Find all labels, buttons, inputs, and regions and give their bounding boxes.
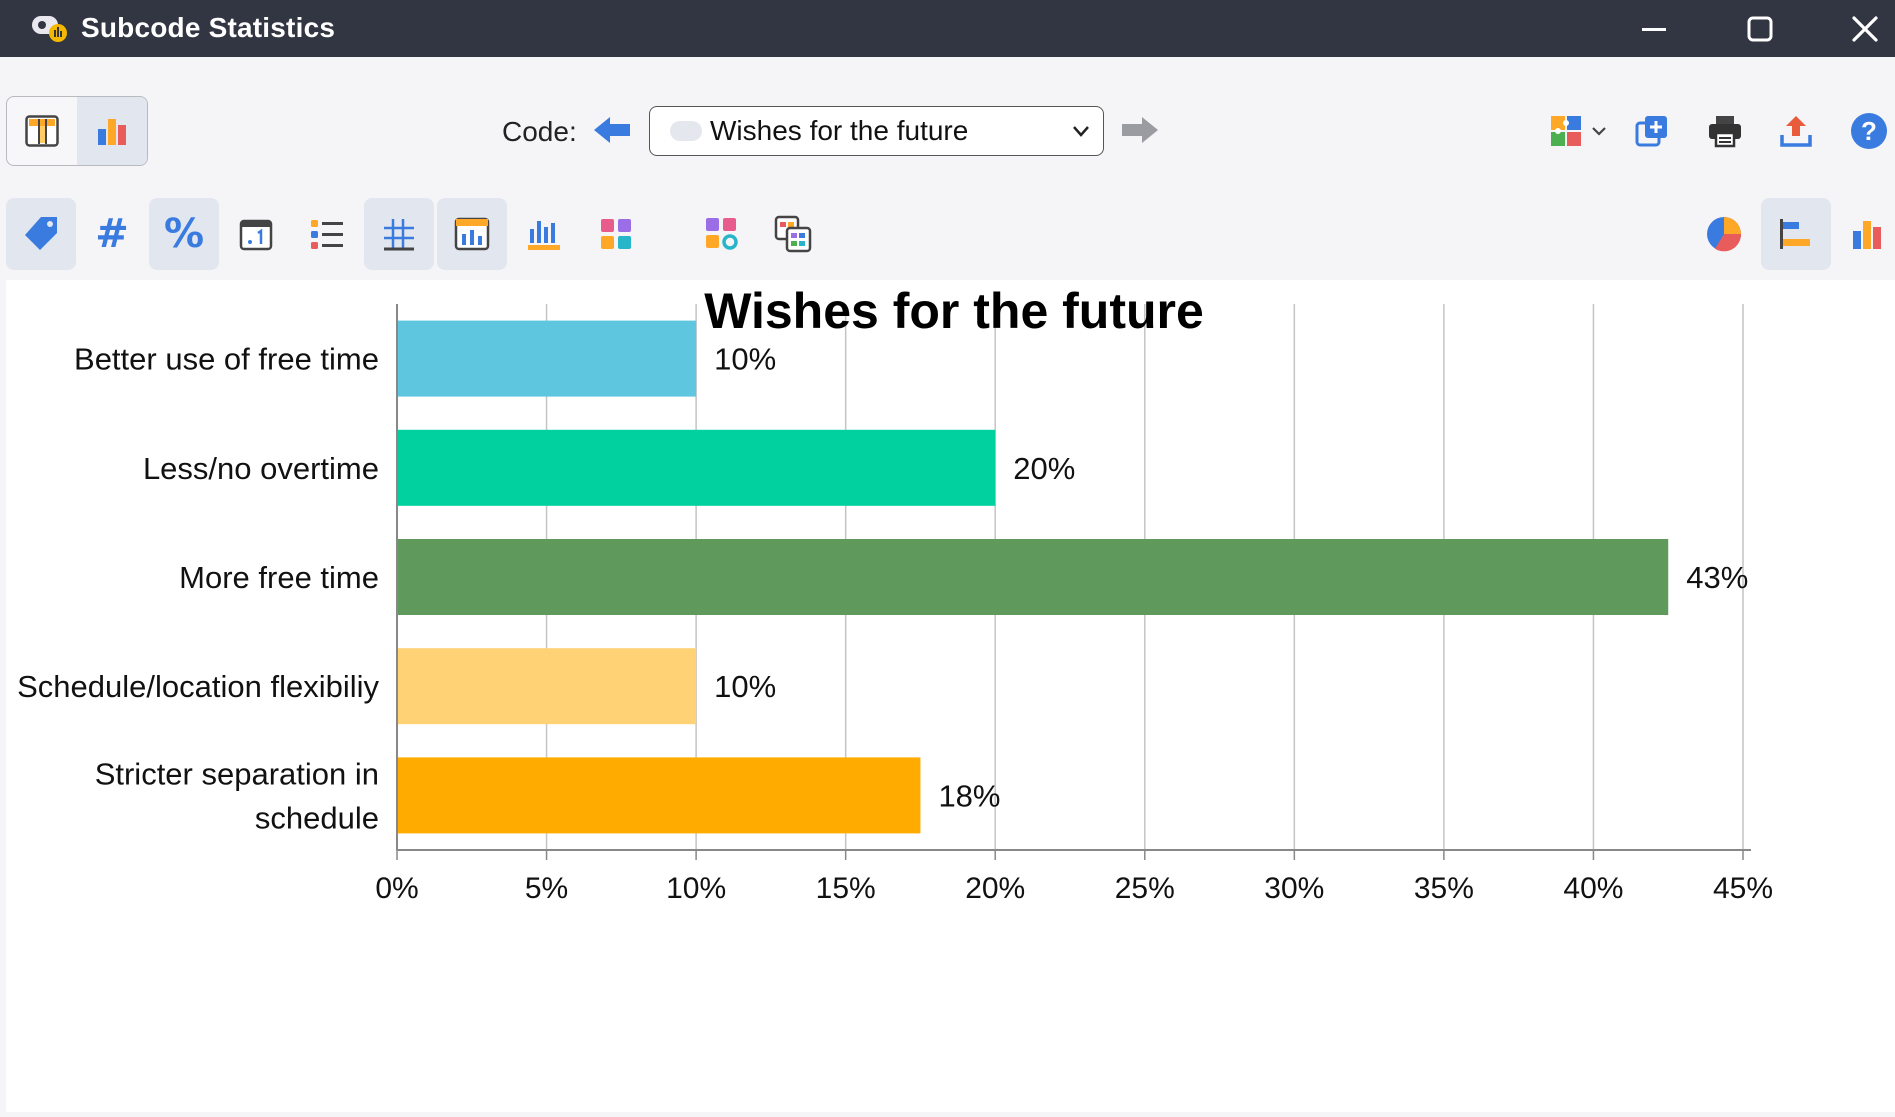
close-button[interactable]: [1825, 0, 1895, 57]
compare-windows-icon: [774, 215, 812, 253]
hash-icon: #: [95, 211, 129, 257]
previous-code-button[interactable]: [590, 112, 634, 148]
printer-icon: [1709, 116, 1741, 148]
bar-chart-view-icon: [98, 119, 126, 145]
subcode-statistics-app-icon: [32, 16, 67, 42]
category-label: Schedule/location flexibiliy: [17, 669, 379, 704]
tiles-settings-icon: [706, 218, 738, 250]
x-tick-label: 20%: [965, 872, 1025, 905]
maximize-button[interactable]: [1720, 0, 1800, 57]
table-view-icon: [25, 115, 59, 147]
help-button[interactable]: ?: [1847, 106, 1891, 156]
chart-title: Wishes for the future: [704, 283, 1204, 339]
x-tick-label: 15%: [816, 872, 876, 905]
pie-chart-icon: [1707, 217, 1742, 252]
decimal-icon: [239, 219, 273, 251]
category-label: Less/no overtime: [143, 451, 379, 486]
window-title: Subcode Statistics: [81, 12, 336, 43]
list-button[interactable]: [292, 198, 362, 270]
next-code-button[interactable]: [1118, 112, 1162, 148]
bar-value-label: 18%: [938, 778, 1000, 813]
category-label: Better use of free time: [74, 342, 379, 377]
bar-value-label: 20%: [1013, 451, 1075, 486]
maximize-icon: [1747, 16, 1773, 41]
compare-button[interactable]: [758, 198, 828, 270]
bar[interactable]: [398, 757, 921, 834]
minimize-icon: [1642, 27, 1666, 31]
bar-value-label: 43%: [1686, 560, 1748, 595]
tag-icon: [25, 217, 57, 250]
bar-chart-axis-icon: [528, 221, 560, 250]
add-window-button[interactable]: [1630, 106, 1674, 156]
pie-chart-button[interactable]: [1689, 198, 1759, 270]
arrow-right-icon: [1122, 117, 1158, 143]
export-button[interactable]: [1774, 106, 1818, 156]
column-chart-labels-button[interactable]: [437, 198, 507, 270]
view-toggle: [6, 96, 148, 166]
puzzle-icon: [1551, 116, 1581, 146]
bar[interactable]: [398, 648, 697, 725]
x-tick-label: 25%: [1115, 872, 1175, 905]
x-tick-label: 45%: [1713, 872, 1773, 905]
horizontal-bar-chart-button[interactable]: [1761, 198, 1831, 270]
export-icon: [1780, 116, 1812, 147]
print-button[interactable]: [1703, 106, 1747, 156]
x-tick-label: 10%: [666, 872, 726, 905]
bar-chart-axis-button[interactable]: [509, 198, 579, 270]
chart-panel: 10% 20% 43% 10% 18% Better use of free time L…: [6, 280, 1895, 1112]
help-icon: ?: [1851, 113, 1887, 149]
category-label: schedule: [255, 800, 379, 835]
bar[interactable]: [398, 429, 996, 506]
bar-value-label: 10%: [714, 342, 776, 377]
close-icon: [1852, 15, 1878, 42]
title-bar: Subcode Statistics: [0, 0, 1895, 57]
bar[interactable]: [398, 320, 697, 397]
chevron-down-icon: [1073, 126, 1089, 137]
tiles-icon: [601, 219, 631, 249]
x-tick-label: 30%: [1264, 872, 1324, 905]
list-icon: [311, 220, 343, 249]
vertical-bar-chart-button[interactable]: [1832, 198, 1895, 270]
code-select[interactable]: Wishes for the future: [649, 106, 1104, 156]
x-tick-label: 35%: [1414, 872, 1474, 905]
arrow-left-icon: [594, 117, 630, 143]
puzzle-dropdown-button[interactable]: [1546, 106, 1610, 156]
code-tag-button[interactable]: [6, 198, 76, 270]
bar-chart: 10% 20% 43% 10% 18% Better use of free time L…: [17, 283, 1773, 905]
chart-view-button[interactable]: [77, 97, 147, 165]
tiles-settings-button[interactable]: [687, 198, 757, 270]
decimal-button[interactable]: [221, 198, 291, 270]
tiles-button[interactable]: [581, 198, 651, 270]
vertical-bar-chart-icon: [1853, 221, 1881, 249]
bar[interactable]: [398, 539, 1669, 615]
chevron-down-icon: [1592, 127, 1606, 136]
add-window-icon: [1635, 116, 1667, 147]
code-select-value: Wishes for the future: [710, 115, 969, 146]
category-label: Stricter separation in: [95, 756, 379, 791]
horizontal-bar-chart-icon: [1780, 219, 1810, 249]
table-view-button[interactable]: [7, 97, 77, 165]
svg-text:?: ?: [1861, 116, 1877, 146]
code-label: Code:: [502, 116, 577, 147]
grid-button[interactable]: [364, 198, 434, 270]
bar-value-label: 10%: [714, 669, 776, 704]
percent-icon: %: [163, 211, 205, 257]
x-tick-label: 0%: [375, 872, 418, 905]
frequency-button[interactable]: #: [77, 198, 147, 270]
column-chart-icon: [454, 217, 490, 251]
code-color-pill: [670, 121, 702, 141]
grid-icon: [384, 219, 414, 251]
minimize-button[interactable]: [1614, 0, 1694, 57]
x-tick-label: 5%: [525, 872, 568, 905]
percentage-button[interactable]: %: [149, 198, 219, 270]
x-tick-label: 40%: [1563, 872, 1623, 905]
category-label: More free time: [179, 560, 379, 595]
